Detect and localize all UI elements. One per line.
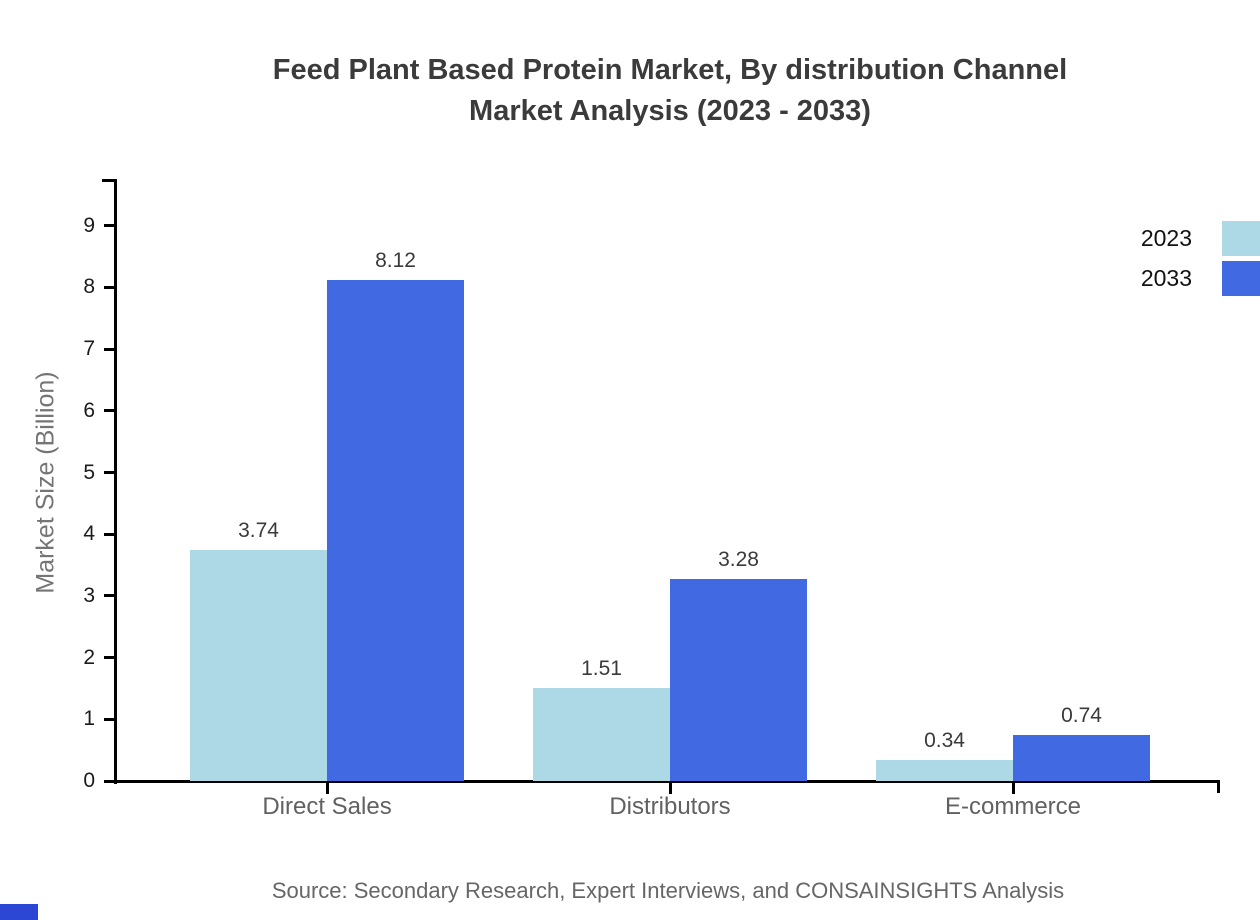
y-axis-line	[114, 179, 117, 784]
legend-label: 2033	[1140, 265, 1192, 291]
bar-2033-e-commerce	[1013, 735, 1150, 781]
chart-title-line1: Feed Plant Based Protein Market, By dist…	[272, 54, 1068, 86]
y-tick-label: 2	[83, 645, 95, 669]
bar-value-label: 3.28	[718, 547, 759, 571]
x-tick-mark	[1011, 783, 1015, 794]
bar-value-label: 0.34	[924, 729, 965, 753]
y-axis-endcap	[102, 179, 114, 182]
chart-legend: 2023 2033	[1141, 221, 1260, 301]
legend-item-2023: 2023	[1141, 221, 1260, 256]
y-tick-label: 0	[83, 769, 95, 792]
legend-swatch	[1222, 261, 1260, 296]
y-tick-mark	[104, 532, 115, 536]
bar-2023-distributors	[533, 687, 670, 781]
bar-2033-direct-sales	[327, 279, 464, 781]
bar-2023-e-commerce	[876, 760, 1013, 781]
legend-item-2033: 2033	[1141, 261, 1260, 296]
x-category-label: Distributors	[609, 793, 731, 820]
bar-2033-distributors	[670, 578, 807, 781]
bar-value-label: 0.74	[1061, 704, 1102, 728]
brand-corner-mark	[0, 904, 38, 920]
x-category-label: E-commerce	[944, 793, 1082, 820]
y-tick-label: 9	[83, 213, 95, 237]
y-tick-mark	[104, 285, 115, 289]
y-tick-mark	[104, 471, 115, 474]
y-tick-label: 4	[83, 522, 95, 546]
legend-swatch	[1222, 221, 1260, 256]
y-tick-label: 3	[83, 583, 95, 607]
bar-value-label: 8.12	[375, 248, 416, 272]
y-tick-mark	[104, 656, 115, 660]
x-category-label: Direct Sales	[262, 793, 392, 820]
y-tick-mark	[104, 224, 115, 228]
y-tick-label: 1	[83, 707, 95, 731]
chart-title-line2: Market Analysis (2023 - 2033)	[469, 95, 871, 127]
source-note: Source: Secondary Research, Expert Inter…	[271, 878, 1065, 903]
bar-value-label: 1.51	[581, 656, 622, 680]
y-tick-label: 8	[83, 275, 95, 299]
x-axis-line	[114, 780, 1220, 783]
y-tick-label: 6	[83, 398, 95, 422]
y-tick-mark	[104, 717, 115, 721]
bar-2023-direct-sales	[190, 550, 327, 781]
y-tick-mark	[104, 409, 115, 413]
x-axis-endcap	[1217, 780, 1220, 793]
y-tick-mark	[104, 779, 115, 783]
y-tick-label: 5	[83, 460, 95, 484]
x-tick-mark	[325, 783, 329, 794]
bar-value-label: 3.74	[238, 519, 279, 543]
y-tick-mark	[104, 347, 115, 351]
legend-label: 2023	[1140, 225, 1192, 251]
chart-title: Feed Plant Based Protein Market, By dist…	[80, 50, 1260, 132]
y-tick-mark	[104, 594, 115, 598]
y-tick-label: 7	[83, 337, 95, 361]
x-tick-mark	[668, 783, 672, 794]
